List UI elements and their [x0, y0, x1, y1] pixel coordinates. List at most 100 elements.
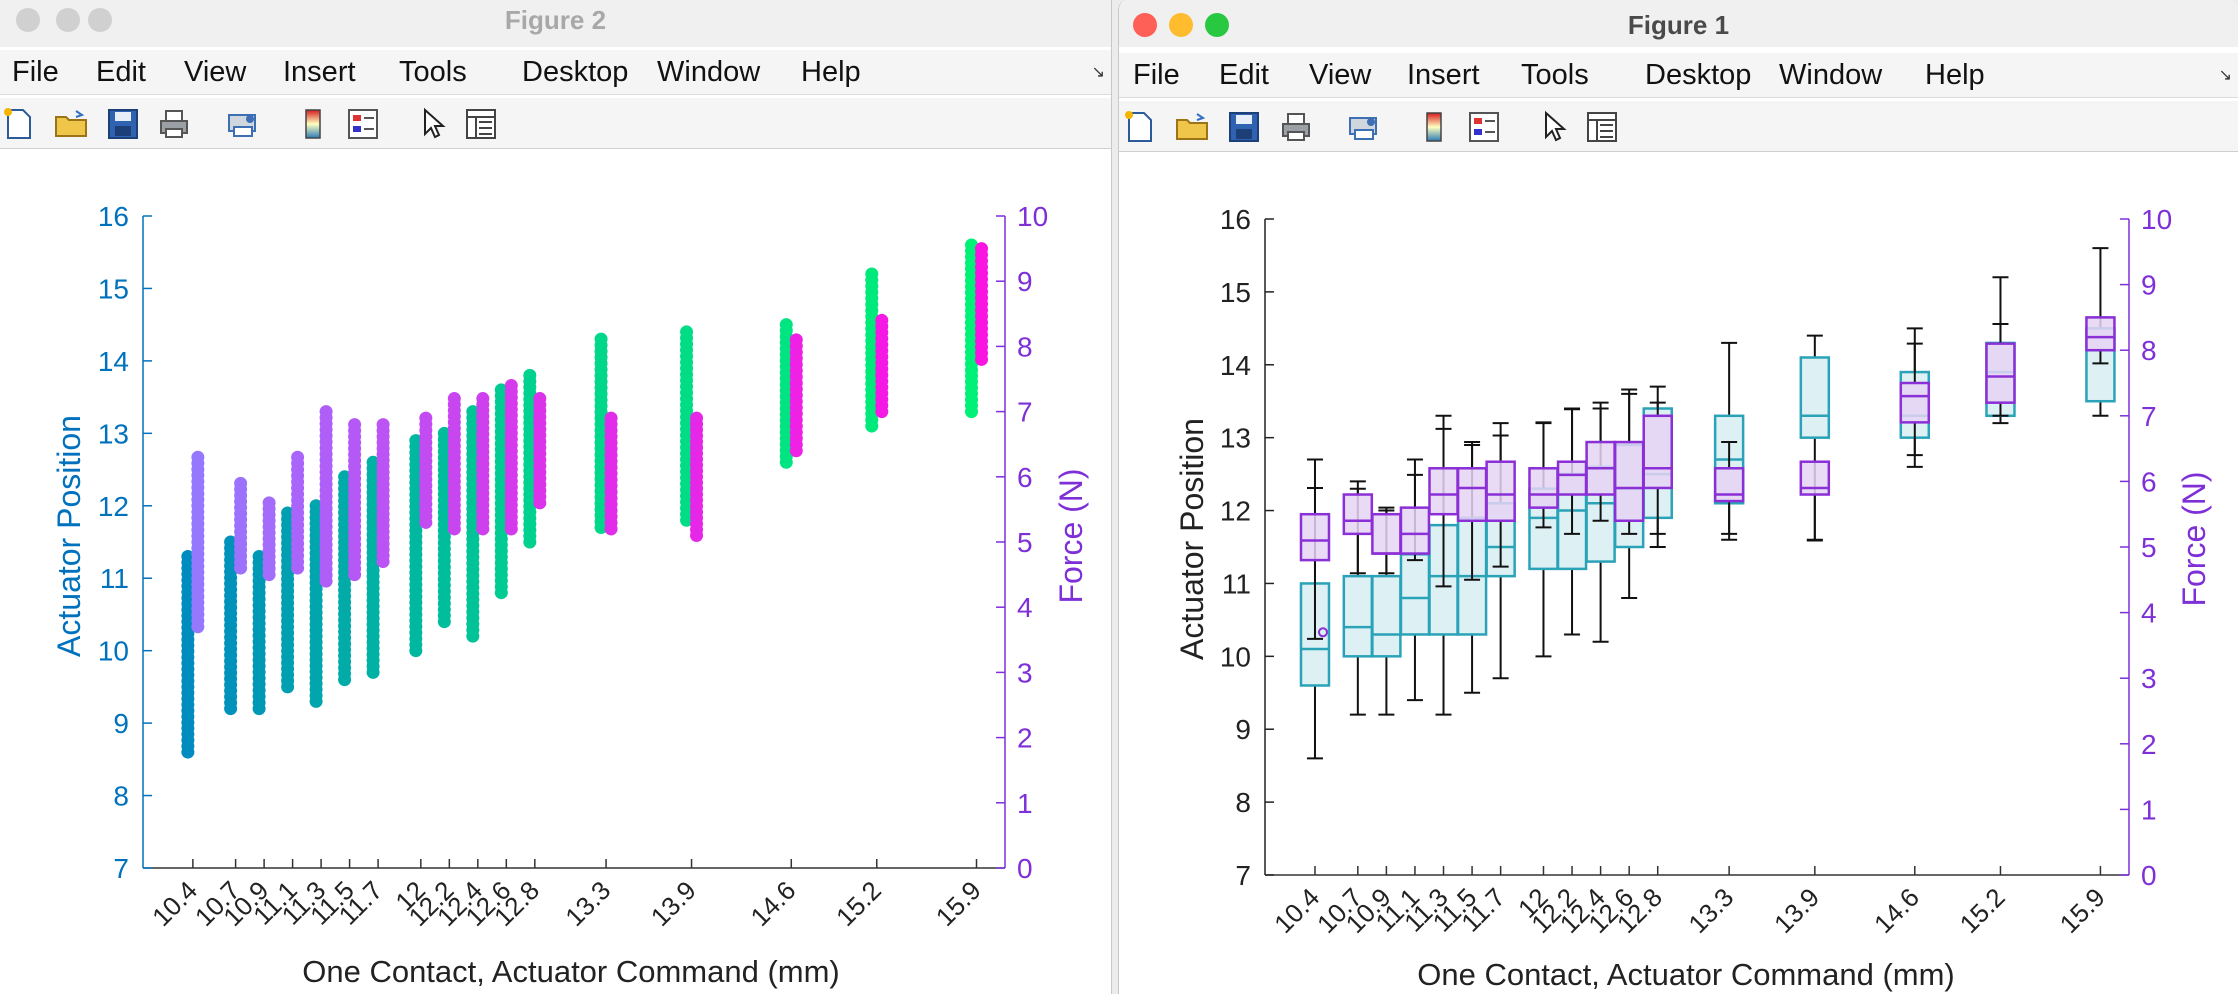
menu-desktop[interactable]: Desktop	[522, 56, 629, 88]
property-inspector-icon[interactable]	[1585, 110, 1619, 144]
y-tick-label: 14	[1220, 350, 1251, 381]
y-tick-label: 11	[1222, 568, 1251, 599]
open-folder-icon[interactable]	[1175, 110, 1209, 144]
print-icon[interactable]	[1279, 110, 1313, 144]
y2-tick-label: 1	[1017, 788, 1033, 819]
y2-tick-label: 9	[1017, 266, 1033, 297]
y-tick-label: 13	[1220, 423, 1251, 454]
colorbar-icon[interactable]	[296, 107, 330, 141]
force-point	[975, 352, 989, 366]
menu-help[interactable]: Help	[1925, 59, 1985, 91]
colorbar-icon[interactable]	[1417, 110, 1451, 144]
force-point	[604, 522, 618, 536]
position-point	[965, 405, 979, 419]
box-iqr	[1985, 342, 2016, 404]
print-icon[interactable]	[157, 107, 191, 141]
force-point	[348, 568, 362, 582]
position-point	[181, 745, 195, 759]
menu-edit[interactable]: Edit	[1219, 59, 1269, 91]
print-preview-icon[interactable]	[1347, 110, 1381, 144]
menu-file[interactable]: File	[1133, 59, 1180, 91]
force-box	[1713, 441, 1745, 535]
y2-tick-label: 7	[1017, 397, 1033, 428]
menu-file[interactable]: File	[12, 56, 59, 88]
menu-tools[interactable]: Tools	[1521, 59, 1589, 91]
figure-2-window: Figure 2 File Edit View Insert Tools Des…	[0, 0, 1112, 994]
y2-tick-label: 6	[2141, 466, 2157, 497]
y2-axis-label: Force (N)	[1053, 468, 1089, 603]
minimize-window-button[interactable]	[56, 8, 80, 32]
window-title: Figure 1	[1627, 10, 1730, 40]
pointer-icon[interactable]	[416, 107, 450, 141]
y-tick-label: 16	[1220, 204, 1251, 235]
position-point	[281, 680, 295, 694]
y2-tick-label: 5	[1017, 527, 1033, 558]
y2-axis-label: Force (N)	[2176, 471, 2212, 606]
box-iqr	[1713, 467, 1745, 503]
title-bar[interactable]: Figure 1	[1119, 0, 2238, 47]
open-folder-icon[interactable]	[54, 107, 88, 141]
menu-bar: File Edit View Insert Tools Desktop Wind…	[1119, 53, 2238, 98]
menu-window[interactable]: Window	[657, 56, 761, 88]
x-axis-label: One Contact, Actuator Command (mm)	[1417, 957, 1955, 992]
force-point	[191, 620, 205, 634]
new-file-icon[interactable]	[1123, 110, 1157, 144]
force-point	[319, 574, 333, 588]
y-tick-label: 12	[1220, 496, 1251, 527]
minimize-window-button[interactable]	[1169, 13, 1193, 37]
dock-arrow-icon[interactable]: ↘	[1091, 64, 1105, 81]
y2-tick-label: 4	[2141, 598, 2157, 629]
menu-view[interactable]: View	[1309, 59, 1372, 91]
zoom-window-button[interactable]	[88, 8, 112, 32]
figure-toolbar	[1119, 101, 2238, 152]
y-tick-label: 8	[113, 781, 129, 812]
position-point	[409, 644, 423, 658]
menu-view[interactable]: View	[184, 56, 247, 88]
legend-icon[interactable]	[1467, 110, 1501, 144]
y2-tick-label: 0	[1017, 853, 1033, 884]
box-iqr	[1342, 574, 1374, 658]
title-bar[interactable]: Figure 2	[0, 0, 1111, 47]
figure-1-window: Figure 1 File Edit View Insert Tools Des…	[1118, 0, 2238, 994]
save-icon[interactable]	[1227, 110, 1261, 144]
position-box	[1799, 334, 1831, 541]
y-axis-label: Actuator Position	[1174, 418, 1210, 660]
box-iqr	[1399, 553, 1431, 636]
menu-tools[interactable]: Tools	[399, 56, 467, 88]
y-tick-label: 16	[98, 201, 129, 232]
force-box	[1299, 486, 1331, 640]
y2-tick-label: 1	[2141, 794, 2157, 825]
box-iqr	[1299, 512, 1331, 562]
menu-insert[interactable]: Insert	[283, 56, 356, 88]
pointer-icon[interactable]	[1537, 110, 1571, 144]
y2-tick-label: 3	[1017, 657, 1033, 688]
y-tick-label: 9	[113, 708, 129, 739]
menu-window[interactable]: Window	[1779, 59, 1883, 91]
y2-tick-label: 3	[2141, 663, 2157, 694]
new-file-icon[interactable]	[2, 107, 36, 141]
dock-arrow-icon[interactable]: ↘	[2218, 67, 2232, 84]
legend-icon[interactable]	[346, 107, 380, 141]
menu-edit[interactable]: Edit	[96, 56, 146, 88]
position-point	[594, 521, 608, 535]
menu-desktop[interactable]: Desktop	[1645, 59, 1752, 91]
box-iqr	[1371, 574, 1402, 658]
y2-tick-label: 2	[1017, 723, 1033, 754]
scatter-plot: 7891011121314151601234567891010.410.710.…	[0, 150, 1111, 994]
save-icon[interactable]	[106, 107, 140, 141]
box-iqr	[1799, 460, 1831, 496]
property-inspector-icon[interactable]	[464, 107, 498, 141]
force-point	[291, 561, 305, 575]
y2-tick-label: 2	[2141, 729, 2157, 760]
force-point	[476, 522, 490, 536]
force-box	[1899, 342, 1931, 457]
print-preview-icon[interactable]	[226, 107, 260, 141]
menu-insert[interactable]: Insert	[1407, 59, 1480, 91]
y-tick-label: 15	[1220, 277, 1251, 308]
close-window-button[interactable]	[16, 8, 40, 32]
y-tick-label: 9	[1235, 714, 1251, 745]
box-iqr	[1342, 493, 1374, 536]
menu-help[interactable]: Help	[801, 56, 861, 88]
zoom-window-button[interactable]	[1205, 13, 1229, 37]
close-window-button[interactable]	[1133, 13, 1157, 37]
